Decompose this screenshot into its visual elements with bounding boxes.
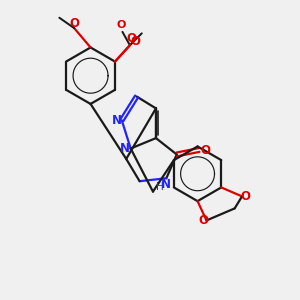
Text: O: O xyxy=(69,16,79,30)
Text: N: N xyxy=(161,178,171,191)
Text: O: O xyxy=(116,20,126,30)
Text: H: H xyxy=(156,182,164,192)
Text: O: O xyxy=(241,190,250,203)
Text: O: O xyxy=(131,35,141,48)
Text: O: O xyxy=(201,143,211,157)
Text: O: O xyxy=(126,32,136,45)
Text: N: N xyxy=(120,142,130,155)
Text: N: N xyxy=(111,114,122,127)
Text: O: O xyxy=(198,214,208,227)
